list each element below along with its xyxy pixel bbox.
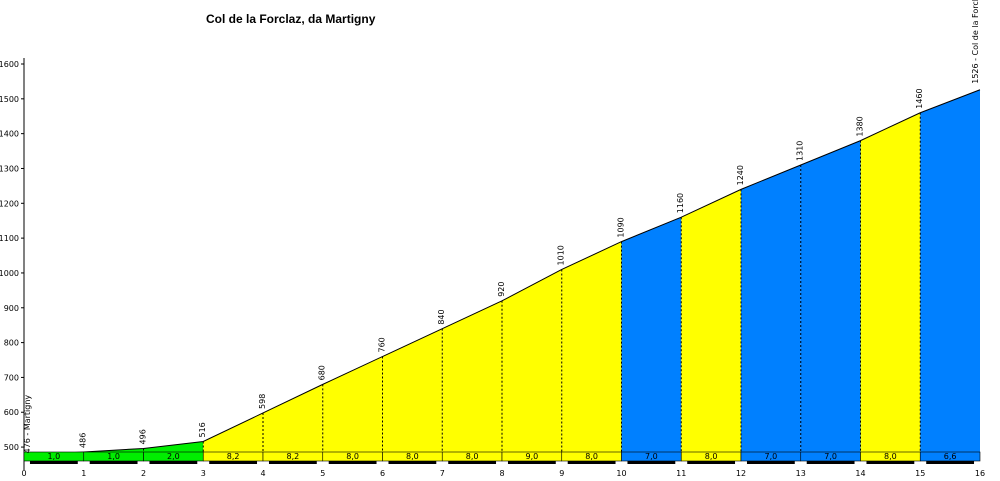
y-tick-label-2: 700	[4, 373, 19, 382]
x-tick-label-15: 15	[915, 469, 925, 478]
gradient-tick-5	[328, 461, 377, 464]
gradient-bar	[23, 451, 981, 464]
gradient-tick-11	[687, 461, 736, 464]
gradient-label-2: 2,0	[167, 452, 180, 461]
elevation-label-3: 516	[198, 422, 207, 437]
y-tick-label-9: 1400	[0, 130, 19, 139]
x-tick-label-16: 16	[975, 469, 985, 478]
y-tick-label-3: 800	[4, 339, 19, 348]
elevation-label-8: 920	[497, 282, 506, 297]
segment-fill-9	[561, 241, 622, 461]
gradient-tick-6	[388, 461, 437, 464]
axes	[21, 58, 25, 470]
gradient-label-1: 1,0	[107, 452, 120, 461]
x-tick-label-11: 11	[676, 469, 686, 478]
gradient-label-8: 9,0	[526, 452, 539, 461]
elevation-label-1: 486	[79, 433, 88, 448]
gradient-label-0: 1,0	[48, 452, 61, 461]
segment-fill-10	[621, 217, 682, 461]
elevation-label-4: 598	[258, 394, 267, 409]
elevation-label-5: 680	[318, 365, 327, 380]
elevation-label-12: 1240	[736, 165, 745, 185]
y-tick-label-7: 1200	[0, 199, 19, 208]
labels: 5006007008009001000110012001300140015001…	[0, 0, 985, 478]
x-tick-label-8: 8	[499, 469, 504, 478]
elevation-label-10: 1090	[617, 217, 626, 237]
y-tick-label-5: 1000	[0, 269, 19, 278]
elevation-label-16: 1526 - Col de la Forclaz	[971, 0, 980, 84]
y-tick-label-10: 1500	[0, 95, 19, 104]
elevation-label-11: 1160	[676, 193, 685, 213]
segment-fills	[24, 89, 980, 462]
gradient-label-3: 8,2	[227, 452, 240, 461]
y-tick-label-0: 500	[4, 443, 19, 452]
segment-fill-8	[502, 269, 562, 461]
elevation-label-6: 760	[378, 337, 387, 352]
gradient-tick-3	[209, 461, 258, 464]
gradient-tick-13	[806, 461, 855, 464]
gradient-label-4: 8,2	[287, 452, 300, 461]
gradient-tick-7	[448, 461, 497, 464]
y-tick-label-4: 900	[4, 304, 19, 313]
segment-fill-4	[263, 384, 323, 461]
gradient-label-6: 8,0	[406, 452, 419, 461]
segment-fill-15	[920, 89, 980, 461]
gradient-tick-4	[268, 461, 317, 464]
gradient-label-5: 8,0	[346, 452, 359, 461]
elevation-label-9: 1010	[557, 245, 566, 265]
y-tick-label-6: 1100	[0, 234, 19, 243]
elevation-label-15: 1460	[915, 88, 924, 108]
gradient-tick-14	[866, 461, 915, 464]
elevation-label-0: 476 - Martigny	[23, 395, 32, 454]
x-tick-label-14: 14	[855, 469, 865, 478]
gradient-label-11: 8,0	[705, 452, 718, 461]
elevation-label-2: 496	[139, 429, 148, 444]
x-tick-label-4: 4	[260, 469, 265, 478]
x-tick-label-0: 0	[21, 469, 26, 478]
x-tick-label-1: 1	[81, 469, 86, 478]
x-tick-label-2: 2	[141, 469, 146, 478]
gradient-tick-9	[567, 461, 616, 464]
y-tick-label-11: 1600	[0, 60, 19, 69]
gradient-tick-12	[746, 461, 795, 464]
gradient-label-15: 6,6	[944, 452, 957, 461]
gradient-label-14: 8,0	[884, 452, 897, 461]
gradient-tick-2	[149, 461, 198, 464]
segment-fill-7	[442, 300, 502, 461]
elevation-label-7: 840	[437, 309, 446, 324]
gradient-tick-1	[89, 461, 138, 464]
x-tick-label-7: 7	[440, 469, 445, 478]
gradient-label-9: 8,0	[585, 452, 598, 461]
x-tick-label-9: 9	[559, 469, 564, 478]
x-tick-label-12: 12	[736, 469, 746, 478]
segment-fill-11	[681, 189, 741, 462]
segment-fill-6	[382, 328, 443, 461]
gradient-label-12: 7,0	[765, 452, 778, 461]
gradient-tick-0	[29, 461, 78, 464]
x-tick-label-3: 3	[201, 469, 206, 478]
x-tick-label-13: 13	[796, 469, 806, 478]
x-tick-label-10: 10	[616, 469, 626, 478]
gradient-tick-8	[507, 461, 556, 464]
gradient-label-10: 7,0	[645, 452, 658, 461]
y-tick-label-8: 1300	[0, 164, 19, 173]
gradient-tick-15	[926, 461, 975, 464]
y-tick-label-1: 600	[4, 408, 19, 417]
elevation-label-14: 1380	[856, 116, 865, 136]
gradient-label-7: 8,0	[466, 452, 479, 461]
x-tick-label-6: 6	[380, 469, 385, 478]
gradient-label-13: 7,0	[824, 452, 837, 461]
segment-fill-14	[860, 112, 921, 461]
chart-title: Col de la Forclaz, da Martigny	[206, 12, 376, 26]
segment-fill-12	[741, 164, 801, 462]
segment-fill-3	[203, 412, 263, 461]
x-tick-label-5: 5	[320, 469, 325, 478]
gradient-tick-10	[627, 461, 676, 464]
segment-fill-13	[800, 140, 861, 462]
segment-fill-5	[322, 356, 383, 461]
elevation-label-13: 1310	[796, 141, 805, 161]
